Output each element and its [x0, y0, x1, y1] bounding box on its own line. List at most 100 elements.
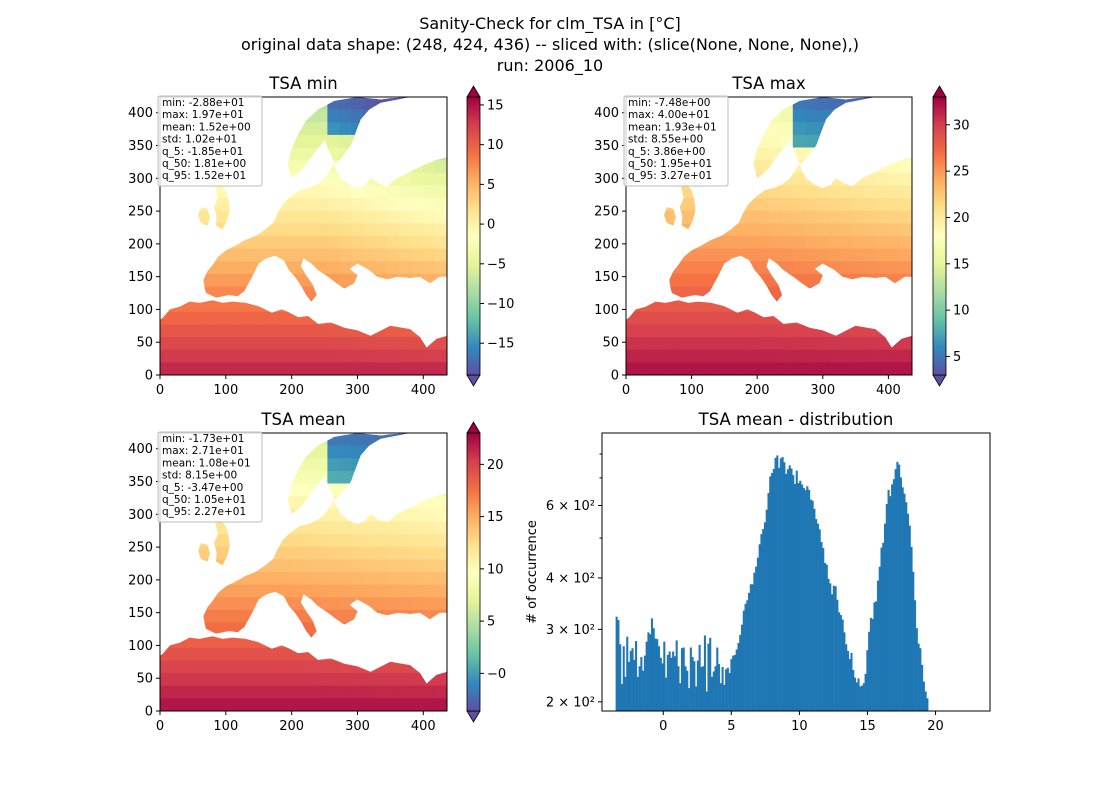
- histogram-bar: [670, 657, 673, 711]
- panel-title: TSA min: [268, 74, 338, 93]
- histogram-bar: [753, 572, 756, 711]
- y-tick-label: 50: [602, 336, 619, 351]
- histogram-bar: [712, 671, 715, 711]
- y-tick-label: 150: [128, 270, 153, 285]
- colorbar-tick-label: −10: [487, 297, 514, 312]
- x-tick-label: 300: [345, 719, 370, 734]
- y-tick-label: 0: [145, 369, 153, 384]
- y-tick-label: 150: [128, 606, 153, 621]
- x-tick-label: 400: [411, 383, 436, 398]
- histogram-bar: [898, 464, 901, 711]
- histogram-bar: [906, 513, 910, 711]
- histogram-bar: [806, 486, 809, 711]
- histogram-bar: [808, 489, 811, 711]
- colorbar-tick-label: −0: [487, 667, 506, 682]
- histogram-bar: [668, 651, 671, 711]
- histogram-bar: [656, 639, 659, 711]
- histogram-bar: [677, 666, 680, 711]
- histogram-bar: [843, 632, 846, 711]
- panel-title: TSA mean: [260, 410, 345, 429]
- histogram-bar: [684, 666, 687, 711]
- histogram-bar: [857, 678, 860, 711]
- y-tick-label: 100: [128, 303, 153, 318]
- histogram-bar: [910, 546, 913, 711]
- histogram-bar: [723, 684, 726, 711]
- histogram-bar: [672, 651, 675, 711]
- histogram-bar: [905, 502, 908, 711]
- histogram-bar: [850, 652, 853, 711]
- histogram-bar: [783, 462, 786, 711]
- colorbar-extend-max: [932, 85, 947, 98]
- y-tick-label: 0: [145, 705, 153, 720]
- histogram-bar: [649, 634, 652, 711]
- histogram-bar: [718, 664, 721, 711]
- histogram-bar: [896, 461, 899, 711]
- x-tick-label: 0: [622, 383, 630, 398]
- histogram-bar: [926, 698, 929, 711]
- hist-y-tick-label: 6 × 10²: [546, 499, 595, 514]
- histogram-bar: [771, 473, 774, 711]
- histogram-bar: [640, 657, 643, 711]
- y-tick-label: 50: [136, 336, 153, 351]
- histogram-bar: [725, 669, 728, 711]
- histogram-bar: [756, 557, 759, 711]
- histogram-bar: [631, 648, 634, 711]
- histogram-bar: [873, 602, 876, 711]
- histogram-bar: [884, 523, 887, 711]
- histogram-bar: [818, 529, 821, 711]
- histogram-bar: [859, 686, 862, 711]
- histogram-bar: [866, 650, 869, 711]
- x-tick-label: 0: [156, 383, 164, 398]
- histogram-bar: [868, 631, 871, 711]
- histogram-bar: [795, 470, 798, 711]
- histogram-bar: [827, 578, 830, 711]
- y-tick-label: 350: [128, 139, 153, 154]
- histogram-bar: [876, 580, 880, 711]
- stats-line: q_50: 1.81e+00: [162, 158, 246, 170]
- histogram-bar: [822, 547, 825, 711]
- stats-line: q_5: 3.86e+00: [628, 146, 705, 158]
- x-tick-label: 400: [876, 383, 901, 398]
- hist-y-tick-label: 2 × 10²: [546, 695, 595, 710]
- histogram-bar: [891, 484, 894, 711]
- histogram-bar: [816, 523, 819, 711]
- stats-line: max: 1.97e+01: [162, 109, 244, 121]
- histogram-bar: [732, 655, 735, 711]
- stats-box: [623, 95, 729, 187]
- histogram-bar: [903, 493, 906, 711]
- histogram-bar: [829, 583, 832, 711]
- histogram-bar: [627, 661, 631, 711]
- hist-y-tick-label: 4 × 10²: [546, 571, 595, 586]
- histogram-bar: [710, 676, 714, 711]
- histogram-bar: [776, 455, 779, 711]
- histogram-bar: [695, 686, 698, 711]
- histogram-bar: [650, 618, 653, 711]
- y-tick-label: 300: [128, 508, 153, 523]
- histogram-bar: [740, 624, 744, 711]
- histogram-bar: [894, 469, 897, 711]
- histogram-bar: [760, 534, 763, 711]
- histogram-bar: [746, 600, 749, 711]
- histogram-bar: [788, 465, 791, 711]
- histogram-bar: [809, 499, 812, 711]
- histogram-bar: [751, 584, 754, 711]
- histogram-bar: [772, 468, 775, 711]
- colorbar-extend-min: [932, 374, 947, 387]
- histogram-bar: [871, 618, 874, 711]
- histogram-bar: [624, 676, 627, 711]
- map-frame: [625, 96, 913, 376]
- histogram-bar: [797, 483, 800, 711]
- y-tick-label: 300: [594, 172, 619, 187]
- hist-x-tick-label: 5: [727, 719, 735, 734]
- colorbar-extend-min: [466, 374, 481, 387]
- histogram-bar: [679, 683, 682, 711]
- y-tick-label: 250: [594, 205, 619, 220]
- histogram-title: TSA mean - distribution: [698, 410, 894, 429]
- histogram-bar: [635, 641, 638, 711]
- histogram-bar: [626, 636, 629, 711]
- histogram-bar: [665, 677, 668, 711]
- histogram-bar: [765, 509, 768, 711]
- colorbar-tick-label: 5: [953, 350, 961, 365]
- colorbar-extend-max: [466, 85, 481, 98]
